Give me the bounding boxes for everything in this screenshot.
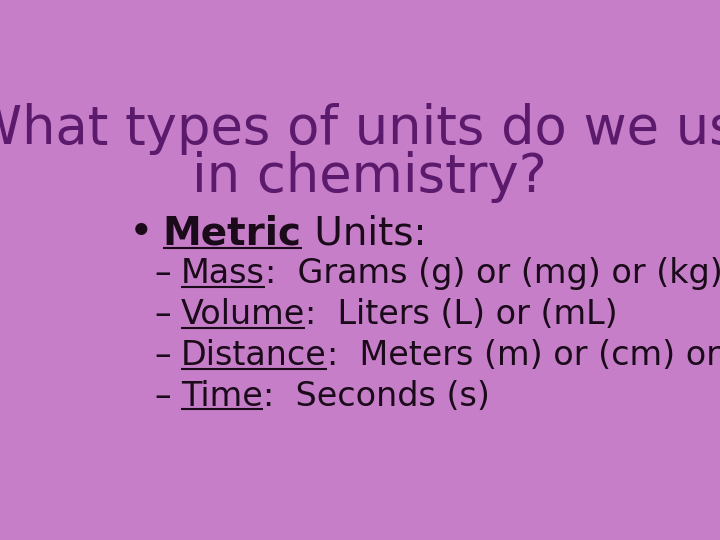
Text: What types of units do we use: What types of units do we use [0, 103, 720, 155]
Text: Mass: Mass [181, 258, 265, 291]
Text: –: – [154, 339, 171, 372]
Text: :  Seconds (s): : Seconds (s) [263, 380, 490, 413]
Text: Metric: Metric [163, 214, 302, 252]
Text: Time: Time [181, 380, 263, 413]
Text: •: • [129, 212, 153, 254]
Text: :  Liters (L) or (mL): : Liters (L) or (mL) [305, 298, 618, 331]
Text: :  Meters (m) or (cm) or (km): : Meters (m) or (cm) or (km) [327, 339, 720, 372]
Text: Units:: Units: [302, 214, 426, 252]
Text: Volume: Volume [181, 298, 305, 331]
Text: Distance: Distance [181, 339, 327, 372]
Text: –: – [154, 380, 171, 413]
Text: :  Grams (g) or (mg) or (kg): : Grams (g) or (mg) or (kg) [265, 258, 720, 291]
Text: –: – [154, 298, 171, 331]
Text: –: – [154, 258, 171, 291]
Text: in chemistry?: in chemistry? [192, 151, 546, 203]
